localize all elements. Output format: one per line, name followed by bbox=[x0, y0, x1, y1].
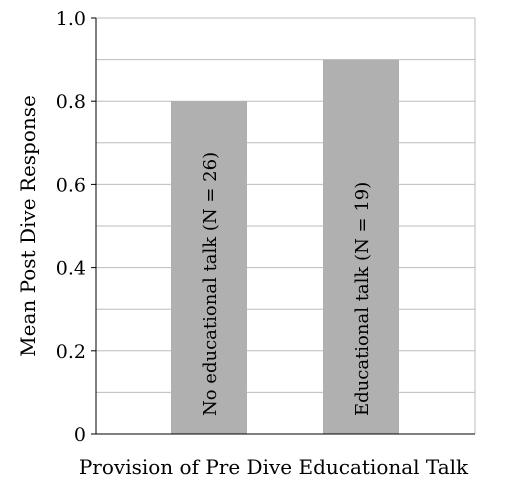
y-tick-label: 0.2 bbox=[56, 341, 86, 363]
bar bbox=[171, 101, 247, 434]
y-tick-label: 0.8 bbox=[56, 91, 86, 113]
bars: No educational talk (N = 26) Educational … bbox=[171, 59, 399, 434]
y-tick-labels: 0 0.2 0.4 0.6 0.8 1.0 bbox=[56, 8, 96, 446]
plot-frame bbox=[95, 17, 476, 435]
grid-lines bbox=[96, 59, 475, 393]
y-tick-label: 1.0 bbox=[56, 8, 86, 30]
bar-category-label: Educational talk (N = 19) bbox=[352, 182, 373, 416]
y-tick-label: 0.4 bbox=[56, 258, 86, 280]
bar bbox=[323, 59, 399, 434]
y-tick-label: 0.6 bbox=[56, 174, 86, 196]
y-axis-label: Mean Post Dive Response bbox=[16, 95, 40, 357]
x-axis-label: Provision of Pre Dive Educational Talk bbox=[79, 455, 469, 479]
bar-category-label: No educational talk (N = 26) bbox=[200, 152, 221, 416]
y-tick-label: 0 bbox=[74, 424, 86, 446]
